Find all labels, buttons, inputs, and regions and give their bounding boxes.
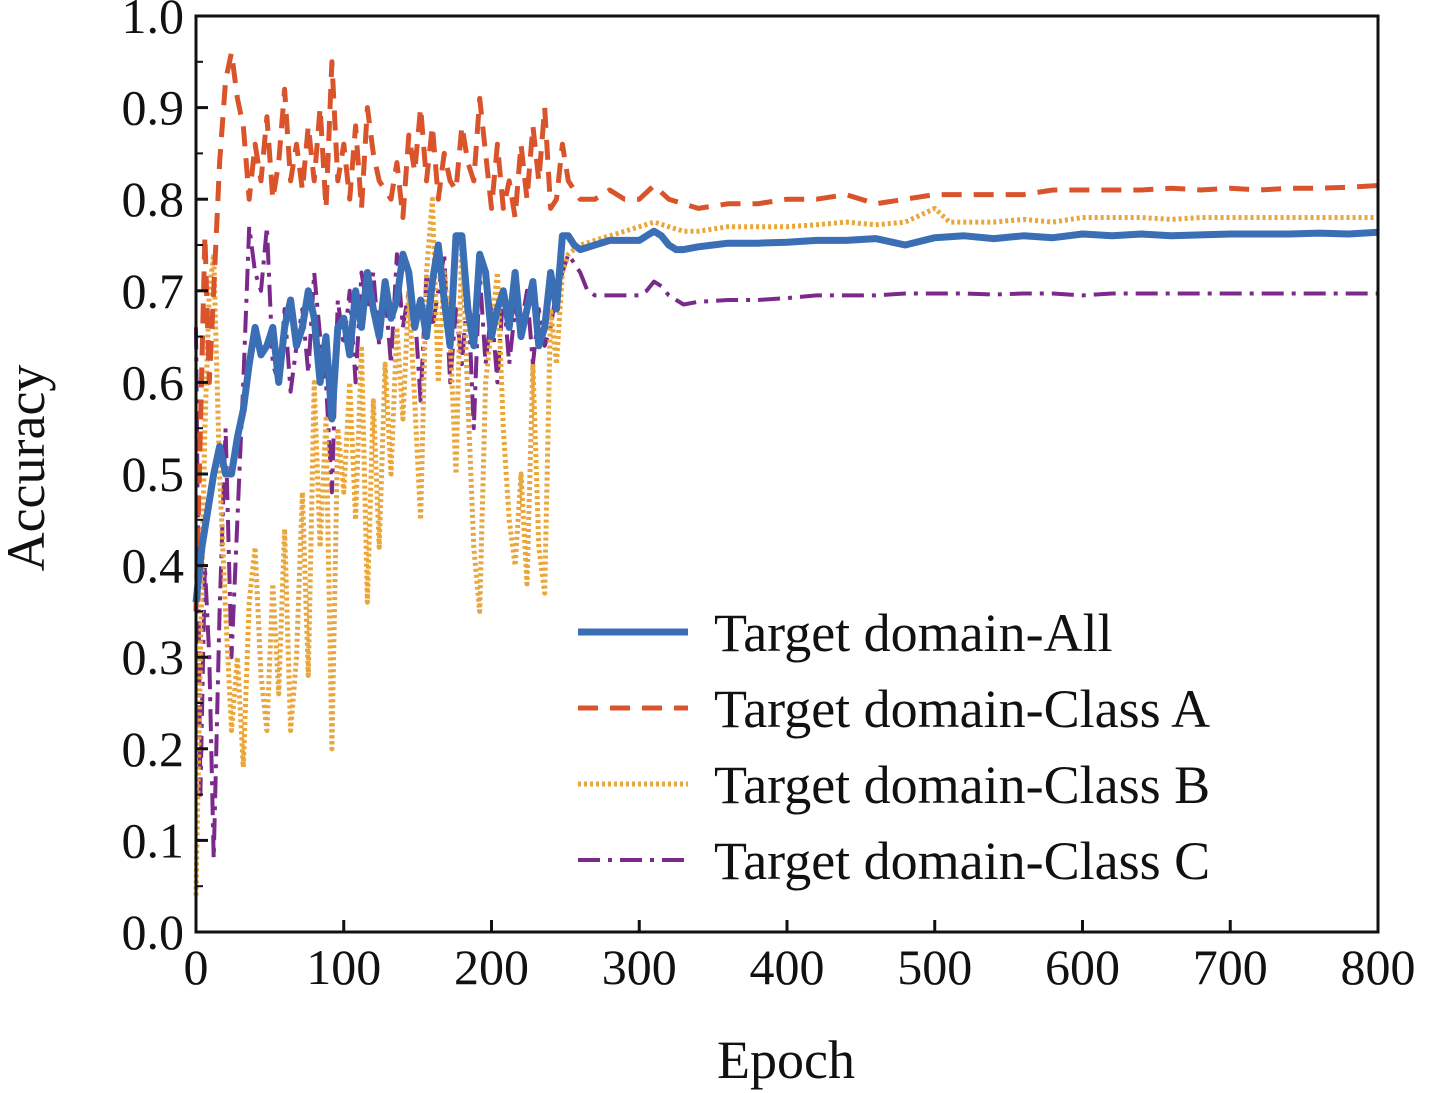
series-line-1: [193, 50, 1379, 612]
legend-label-2: Target domain-Class B: [714, 755, 1210, 815]
x-tick-label: 100: [306, 939, 381, 995]
y-tick-label: 0.6: [122, 354, 185, 410]
y-tick-label: 0.0: [122, 904, 185, 960]
x-tick-label: 300: [602, 939, 677, 995]
y-tick-label: 0.4: [122, 538, 185, 594]
x-tick-label: 200: [454, 939, 529, 995]
series-line-2: [193, 196, 1378, 896]
y-tick-label: 0.2: [122, 721, 185, 777]
legend: Target domain-All Target domain-Class A Ta…: [578, 603, 1210, 891]
y-tick-label: 0.1: [122, 812, 185, 868]
series-line-0: [192, 227, 1379, 603]
y-tick-label: 0.8: [122, 171, 185, 227]
legend-label-3: Target domain-Class C: [714, 831, 1210, 891]
x-tick-label: 500: [897, 939, 972, 995]
y-tick-label: 1.0: [122, 0, 185, 44]
x-tick-label: 800: [1341, 939, 1416, 995]
x-tick-label: 600: [1045, 939, 1120, 995]
y-tick-label: 0.9: [122, 80, 185, 136]
series-layer: [192, 50, 1379, 896]
axes-layer: 0 100 200 300 400 500 600 700 800 0.0 0.1 0.2 0.3 0.4…: [122, 0, 1416, 995]
legend-label-1: Target domain-Class A: [714, 679, 1210, 739]
y-tick-label: 0.3: [122, 629, 185, 685]
x-tick-label: 400: [750, 939, 825, 995]
x-axis-label: Epoch: [717, 1030, 855, 1090]
y-axis-label: Accuracy: [0, 365, 56, 572]
x-tick-label: 0: [184, 939, 209, 995]
y-tick-label: 0.7: [122, 263, 185, 319]
x-tick-label: 700: [1193, 939, 1268, 995]
y-tick-label: 0.5: [122, 446, 185, 502]
legend-label-0: Target domain-All: [714, 603, 1113, 663]
